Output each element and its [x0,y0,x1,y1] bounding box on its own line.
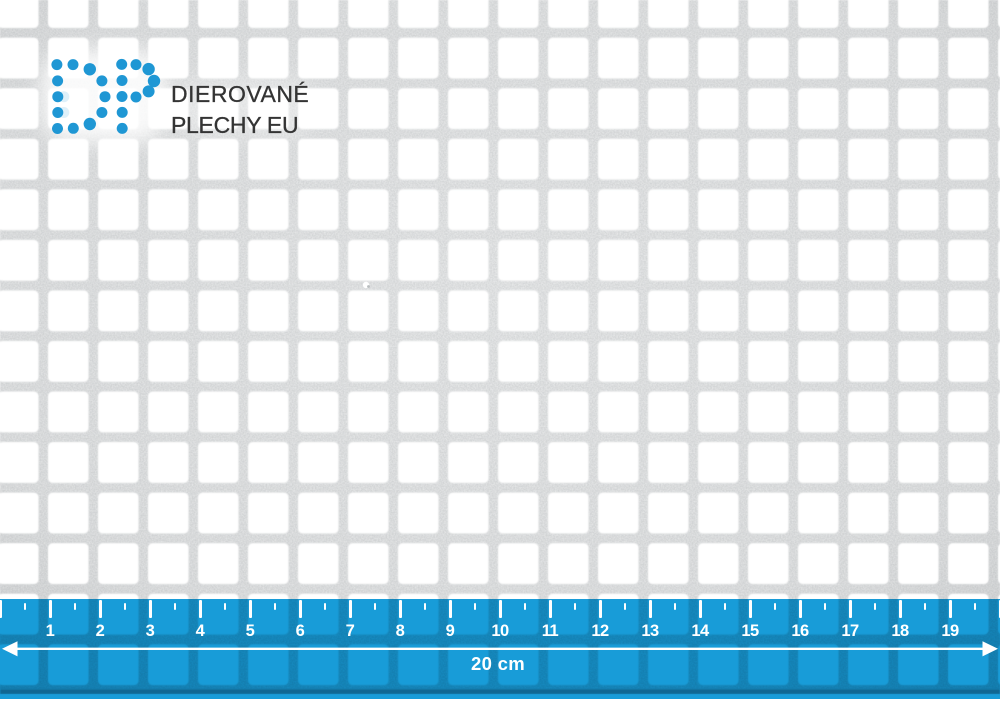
monogram-p-dot [130,91,142,103]
monogram-d-dot [52,123,63,134]
monogram-d-dot [67,122,79,134]
monogram-p-dot [116,58,128,70]
monogram-d-dot [99,91,111,103]
monogram-d-dot [52,107,64,118]
monogram-d-dot [52,91,64,103]
monogram-p-dot [130,59,142,71]
monogram-d-dot [96,107,108,118]
brand-name-line2: PLECHY EU [171,111,299,138]
monogram-p-dot [116,75,128,86]
logo-text-backdrop [168,78,316,136]
ruler-blue-band [0,599,1000,699]
monogram-p-dot [142,62,155,76]
monogram-p-dot [142,85,155,98]
monogram-d-dot [83,63,97,76]
brand-name-line1: DIEROVANÉ [171,80,310,107]
monogram-d-dot [67,59,79,71]
monogram-p-dot [116,122,128,134]
dp-monogram [51,58,161,134]
dust-speck-core [367,285,370,288]
monogram-p-dot [116,106,128,118]
monogram-p-dot [147,74,161,88]
monogram-d-dot [51,59,63,71]
monogram-d-dot [96,75,108,87]
monogram-d-dot [83,117,97,131]
monogram-p-dot [116,91,128,102]
brand-logo: DIEROVANÉ PLECHY EU [0,0,340,160]
monogram-d-dot [52,75,64,87]
dust-speck [362,281,370,289]
